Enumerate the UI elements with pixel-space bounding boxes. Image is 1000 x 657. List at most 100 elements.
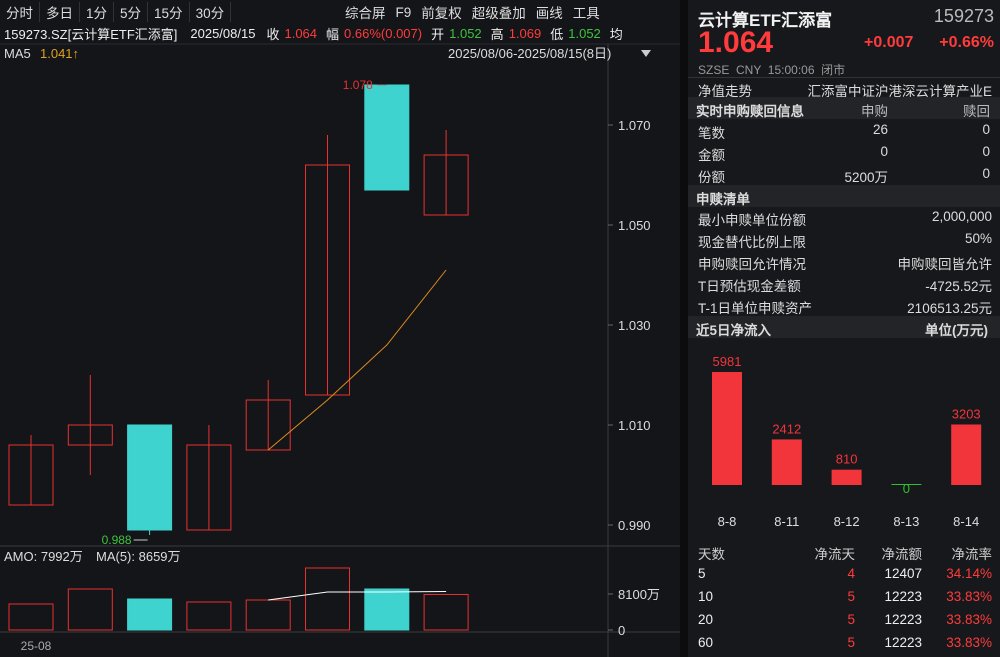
cell: 20 — [698, 612, 714, 627]
tool-button[interactable]: 综合屏 — [345, 6, 386, 21]
row-value: 申购赎回皆允许 — [897, 257, 993, 272]
cell: 5 — [847, 635, 855, 650]
row-label: 份额 — [698, 170, 725, 185]
flow-row: 60 5 12223 33.83% — [688, 632, 1000, 654]
y-tick-label: 1.050 — [618, 218, 651, 233]
cell: 5 — [847, 589, 855, 604]
list-row: 现金替代比例上限 50% — [688, 228, 1000, 250]
ma-name: MA5 — [4, 46, 31, 61]
nav-text: 汇添富中证沪港深云计算产业E — [807, 84, 992, 99]
bar — [771, 439, 802, 485]
bar — [831, 469, 862, 485]
period-button[interactable]: 5分 — [114, 2, 149, 22]
open-label: 开 — [431, 26, 445, 42]
flow-unit: 单位(万元) — [925, 323, 988, 338]
tool-button[interactable]: 工具 — [572, 6, 600, 21]
volume-tick-label: 8100万 — [618, 587, 660, 602]
tool-button[interactable]: 超级叠加 — [471, 6, 526, 21]
ma-line — [267, 269, 447, 451]
list-row: 申购赎回允许情况 申购赎回皆允许 — [688, 250, 1000, 272]
volume-bar — [8, 603, 54, 631]
candle-body — [305, 164, 350, 396]
cell: 10 — [698, 589, 714, 604]
bar-label: 0 — [903, 481, 910, 496]
flow-header: 近5日净流入 单位(万元) — [688, 316, 1000, 338]
row-label: 最小申赎单位份额 — [698, 213, 806, 228]
row-label: 金额 — [698, 148, 725, 163]
volume-bar — [186, 601, 232, 631]
period-button[interactable]: 多日 — [40, 2, 80, 22]
candle-body — [423, 154, 469, 216]
y-tick-label: 1.030 — [618, 318, 651, 333]
bar-label: 810 — [836, 452, 858, 467]
list-row: 最小申赎单位份额 2,000,000 — [688, 206, 1000, 228]
date: 2025/08/15 — [190, 25, 256, 41]
cell: 34.14% — [946, 566, 992, 581]
tool-button[interactable]: F9 — [395, 4, 412, 20]
period-button[interactable]: 30分 — [190, 2, 232, 22]
column-header: 净流率 — [951, 547, 993, 562]
realtime-row: 笔数 26 0 — [688, 119, 1000, 141]
fund-panel: 云计算ETF汇添富 159273 1.064 +0.007 +0.66% SZS… — [688, 0, 1000, 657]
period-button[interactable]: 1分 — [80, 2, 115, 22]
row-label: T日预估现金差额 — [698, 279, 801, 294]
row-value: -4725.52元 — [925, 279, 992, 294]
price: 1.064 — [698, 26, 774, 59]
row-value: 2106513.25元 — [907, 301, 992, 316]
quote-bar: 159273.SZ[云计算ETF汇添富] 2025/08/15 收 1.064 … — [4, 24, 623, 42]
volume-bar — [127, 598, 173, 631]
tool-button[interactable]: 画线 — [535, 6, 563, 21]
close-label: 收 — [266, 26, 280, 42]
row-value: 0 — [982, 166, 990, 181]
row-value: 50% — [964, 231, 992, 246]
column-header: 赎回 — [963, 104, 990, 119]
high-label: 高 — [490, 26, 504, 42]
row-label: T-1日单位申赎资产 — [698, 301, 813, 316]
flow-chart: 5981 8-8 2412 8-11 810 8-12 0 8-13 3203 8-14 — [712, 354, 982, 529]
bar-label: 2412 — [772, 421, 801, 436]
change: 0.66%(0.007) — [344, 25, 423, 41]
period-button[interactable]: 分时 — [0, 2, 40, 22]
tool-button[interactable]: 前复权 — [421, 6, 462, 21]
y-tick-label: 1.070 — [618, 118, 651, 133]
period-toolbar: 分时 多日 1分 5分 15分 30分 — [0, 0, 680, 24]
candle-body — [127, 424, 173, 531]
dropdown-icon[interactable] — [641, 50, 651, 57]
row-label: 申购赎回允许情况 — [698, 257, 806, 272]
period-button[interactable]: 15分 — [148, 2, 190, 22]
flow-row: 5 4 12407 34.14% — [688, 563, 1000, 585]
y-tick-label: 1.010 — [618, 418, 651, 433]
volume-bar — [364, 588, 410, 631]
max-label: 1.078 — [343, 78, 373, 92]
cell: 33.83% — [946, 589, 992, 604]
cell: 12223 — [884, 635, 922, 650]
row-value: 0 — [880, 144, 888, 159]
volume-bar — [245, 599, 291, 631]
cell: 12223 — [884, 612, 922, 627]
volume-bar — [67, 588, 113, 631]
candle-body — [186, 444, 232, 531]
kline-chart: MA5 1.041↑ 2025/08/06-2025/08/15(8日) AMO… — [0, 43, 680, 657]
volume-ma-title: MA(5): 8659万 — [96, 549, 181, 564]
list-row: T日预估现金差额 -4725.52元 — [688, 272, 1000, 294]
splitter[interactable] — [680, 0, 688, 657]
cell: 33.83% — [946, 612, 992, 627]
y-tick-label: 0.990 — [618, 518, 651, 533]
symbol: 159273.SZ[云计算ETF汇添富] — [4, 26, 178, 42]
realtime-row: 份额 5200万 0 — [688, 163, 1000, 185]
avg-label: 均 — [609, 26, 623, 42]
row-value: 26 — [872, 122, 888, 137]
low: 1.052 — [568, 25, 601, 41]
x-tick-label: 25-08 — [21, 639, 52, 653]
section-title: 实时申购赎回信息 — [696, 104, 804, 119]
bar — [891, 484, 922, 485]
change: +0.007 — [864, 34, 914, 51]
flow-title: 近5日净流入 — [696, 323, 772, 338]
row-value: 0 — [982, 122, 990, 137]
bar — [712, 372, 742, 485]
nav-label: 净值走势 — [698, 84, 752, 99]
tool-toolbar: 综合屏 F9 前复权 超级叠加 画线 工具 — [340, 0, 605, 24]
date-range: 2025/08/06-2025/08/15(8日) — [448, 46, 611, 61]
change-label: 幅 — [326, 26, 340, 42]
